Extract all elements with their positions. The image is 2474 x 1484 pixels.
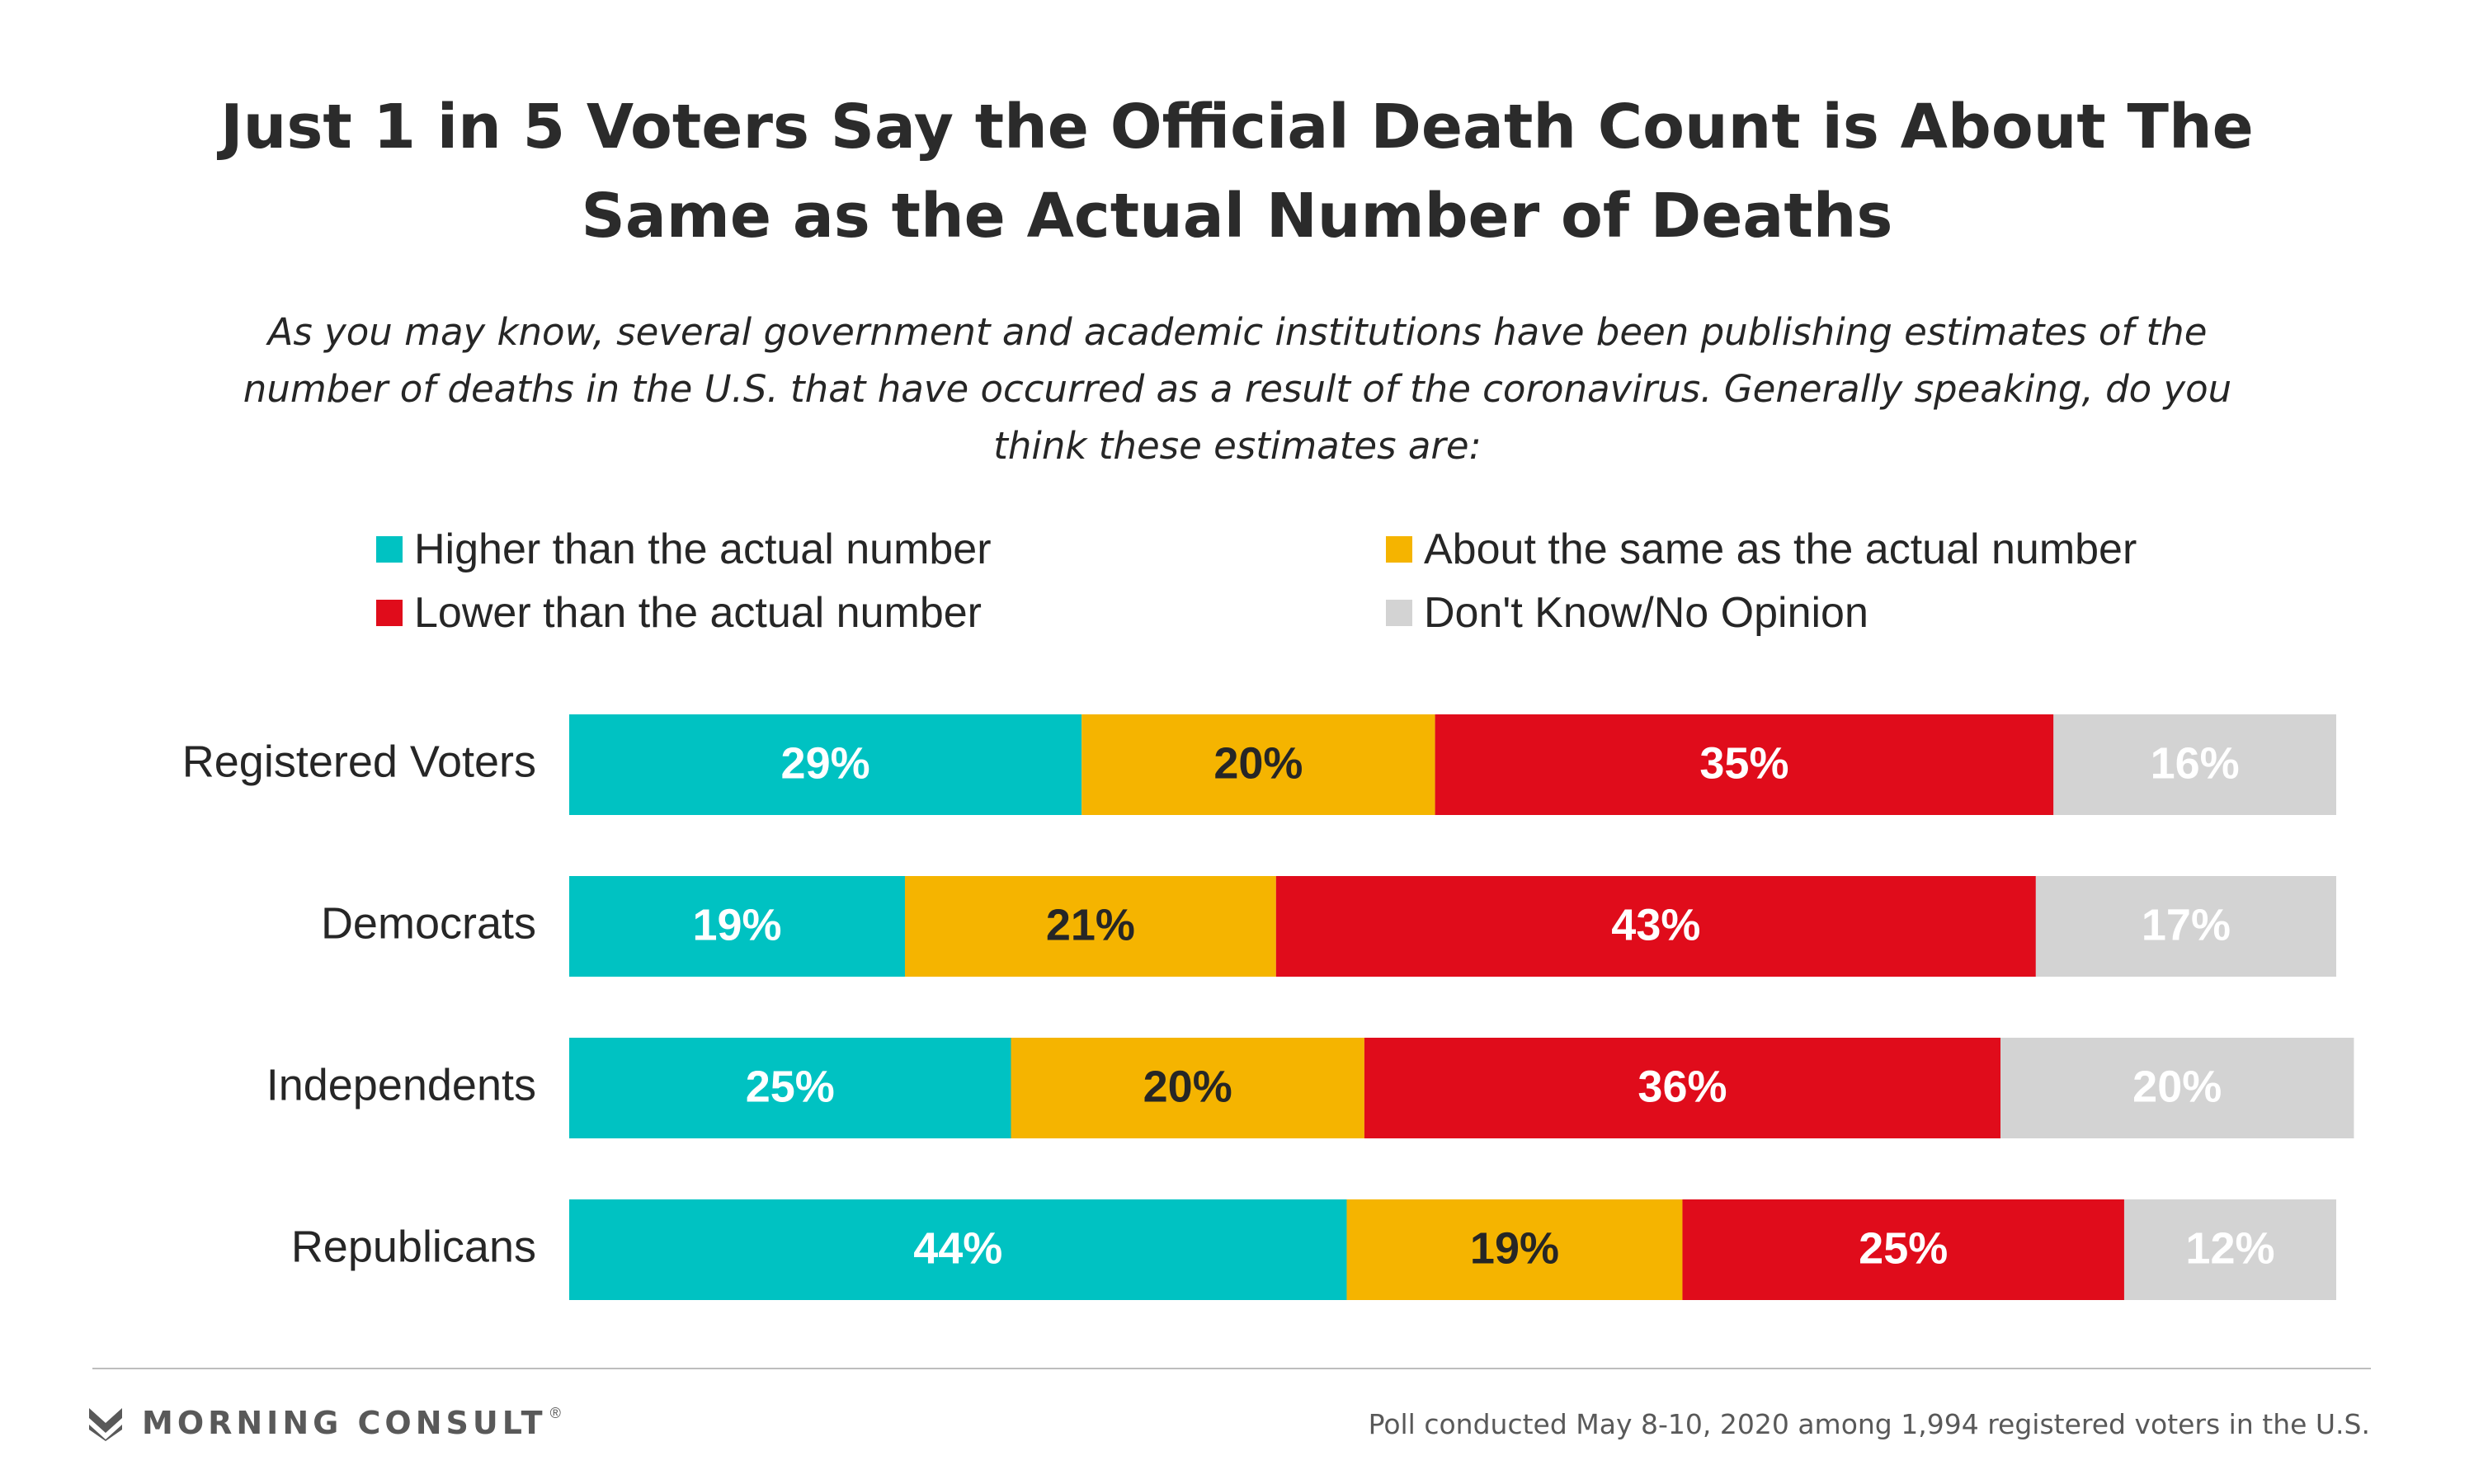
category-label-independents: Independents <box>266 1060 536 1109</box>
legend-label-dont-know: Don't Know/No Opinion <box>1424 589 1868 637</box>
question-line-1: As you may know, several government and … <box>267 310 2208 354</box>
legend-label-higher: Higher than the actual number <box>414 525 992 573</box>
chart-title-line-2: Same as the Actual Number of Deaths <box>581 181 1893 252</box>
footer-divider <box>92 1368 2371 1369</box>
brand-name: MORNING CONSULT <box>142 1405 547 1441</box>
bar-segment-registered-voters-series-3 <box>2053 714 2336 815</box>
morning-consult-logo-icon <box>89 1408 122 1441</box>
legend-swatch-higher <box>376 536 403 563</box>
bar-segment-democrats-series-1 <box>904 876 1276 977</box>
data-label-independents-series-3: 20% <box>2132 1062 2222 1111</box>
data-label-registered-voters-series-2: 35% <box>1699 738 1788 788</box>
chart-question-text: As you may know, several government and … <box>157 304 2318 474</box>
category-label-registered-voters: Registered Voters <box>182 737 536 786</box>
chart-title-line-1: Just 1 in 5 Voters Say the Official Deat… <box>220 92 2254 163</box>
chart-title: Just 1 in 5 Voters Say the Official Deat… <box>0 82 2474 261</box>
bar-segment-republicans-series-0 <box>569 1199 1347 1300</box>
poll-footnote: Poll conducted May 8-10, 2020 among 1,99… <box>1368 1408 2370 1440</box>
legend-item-same: About the same as the actual number <box>1386 525 2137 574</box>
legend-swatch-same <box>1386 536 1412 563</box>
category-label-republicans: Republicans <box>291 1222 536 1271</box>
data-label-independents-series-1: 20% <box>1143 1062 1232 1111</box>
legend-item-dont-know: Don't Know/No Opinion <box>1386 588 1868 638</box>
bar-segment-republicans-series-3 <box>2123 1199 2336 1300</box>
bar-segment-republicans-series-1 <box>1346 1199 1683 1300</box>
data-label-democrats-series-1: 21% <box>1046 900 1135 949</box>
bar-segment-democrats-series-0 <box>569 876 905 977</box>
data-label-republicans-series-0: 44% <box>913 1223 1002 1273</box>
data-label-registered-voters-series-0: 29% <box>781 738 870 788</box>
data-label-independents-series-2: 36% <box>1638 1062 1727 1111</box>
legend-item-lower: Lower than the actual number <box>376 588 982 638</box>
data-label-registered-voters-series-3: 16% <box>2151 738 2240 788</box>
data-label-democrats-series-0: 19% <box>692 900 781 949</box>
category-label-democrats: Democrats <box>321 898 536 948</box>
bar-segment-independents-series-2 <box>1364 1038 2001 1138</box>
legend-swatch-lower <box>376 600 403 626</box>
data-label-independents-series-0: 25% <box>746 1062 835 1111</box>
bar-segment-independents-series-1 <box>1011 1038 1364 1138</box>
legend-item-higher: Higher than the actual number <box>376 525 992 574</box>
data-label-democrats-series-2: 43% <box>1611 900 1700 949</box>
bar-segment-independents-series-3 <box>2000 1038 2354 1138</box>
bar-segment-democrats-series-3 <box>2035 876 2336 977</box>
bar-segment-registered-voters-series-2 <box>1435 714 2054 815</box>
bar-segment-registered-voters-series-1 <box>1081 714 1435 815</box>
data-label-republicans-series-1: 19% <box>1470 1223 1559 1273</box>
bar-segment-republicans-series-2 <box>1682 1199 2124 1300</box>
registered-mark: ® <box>549 1405 561 1421</box>
bar-segment-independents-series-0 <box>569 1038 1011 1138</box>
legend-label-same: About the same as the actual number <box>1424 525 2137 573</box>
chart-legend: Higher than the actual number About the … <box>0 0 2474 660</box>
bar-segment-registered-voters-series-0 <box>569 714 1082 815</box>
stacked-bar-chart: Registered Voters 29% 20% 35% 16% Democrats 19… <box>182 714 2354 1300</box>
data-label-republicans-series-2: 25% <box>1859 1223 1948 1273</box>
bar-segment-democrats-series-2 <box>1275 876 2036 977</box>
brand-logo: MORNING CONSULT ® <box>87 1405 561 1441</box>
data-label-registered-voters-series-1: 20% <box>1213 738 1303 788</box>
legend-label-lower: Lower than the actual number <box>414 589 982 637</box>
data-label-democrats-series-3: 17% <box>2142 900 2231 949</box>
legend-swatch-dont-know <box>1386 600 1412 626</box>
question-line-3: think these estimates are: <box>993 424 1482 468</box>
data-label-republicans-series-3: 12% <box>2185 1223 2274 1273</box>
question-line-2: number of deaths in the U.S. that have o… <box>243 367 2232 411</box>
